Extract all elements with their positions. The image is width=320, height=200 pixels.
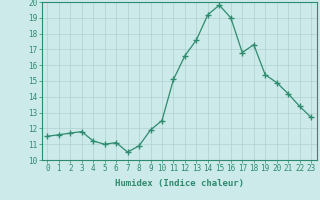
X-axis label: Humidex (Indice chaleur): Humidex (Indice chaleur)	[115, 179, 244, 188]
